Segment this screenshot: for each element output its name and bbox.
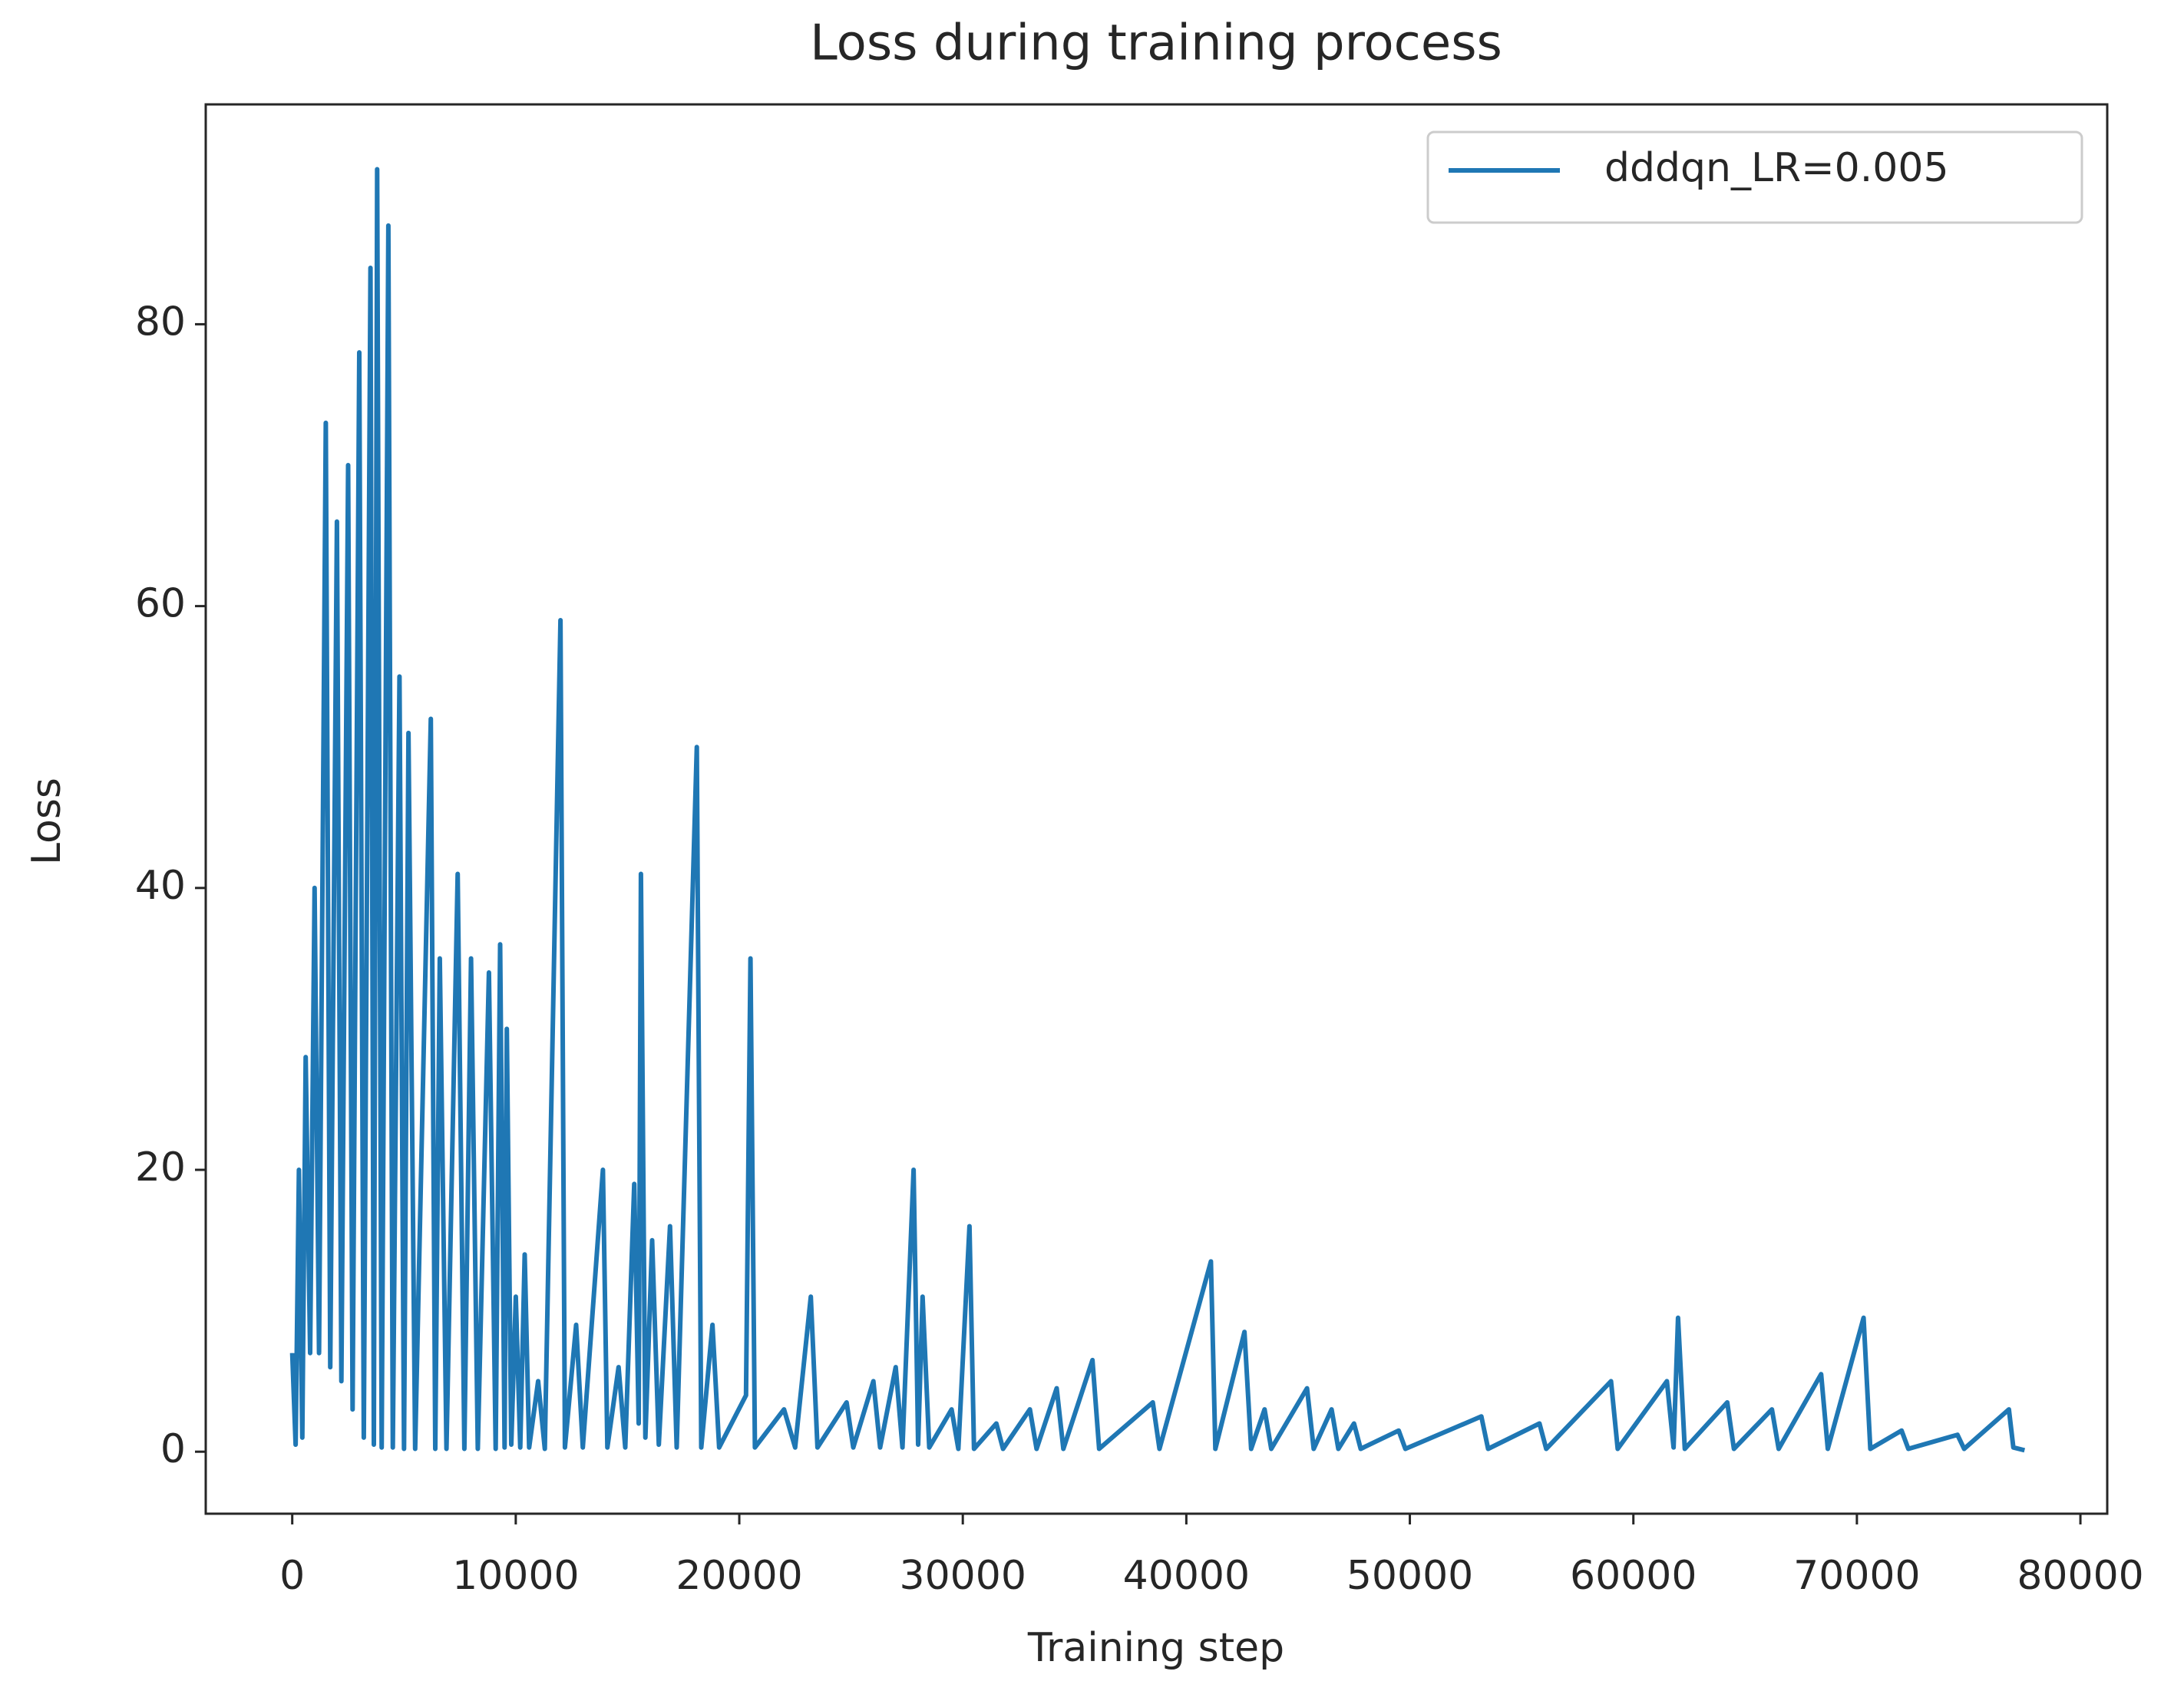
y-tick-label: 40	[135, 863, 186, 909]
x-tick-label: 50000	[1346, 1553, 1473, 1599]
x-tick-label: 20000	[676, 1553, 802, 1599]
x-tick-label: 30000	[899, 1553, 1026, 1599]
x-tick-label: 60000	[1570, 1553, 1697, 1599]
plot-frame	[204, 103, 2109, 1515]
y-tick-label: 80	[135, 299, 186, 345]
y-tick-label: 0	[160, 1426, 186, 1472]
y-tick-label: 60	[135, 581, 186, 627]
x-tick-label: 80000	[2017, 1553, 2143, 1599]
x-tick-label: 0	[279, 1553, 305, 1599]
x-tick-label: 10000	[452, 1553, 579, 1599]
chart-title: Loss during training process	[810, 15, 1502, 72]
x-axis-label: Training step	[1027, 1625, 1284, 1671]
y-axis-label: Loss	[24, 778, 70, 865]
x-tick-label: 70000	[1793, 1553, 1920, 1599]
legend-label: dddqn_LR=0.005	[1604, 145, 1949, 191]
x-tick-label: 40000	[1123, 1553, 1250, 1599]
y-tick-label: 20	[135, 1144, 186, 1191]
line-series	[289, 167, 2026, 1453]
legend-box	[1426, 130, 2083, 224]
